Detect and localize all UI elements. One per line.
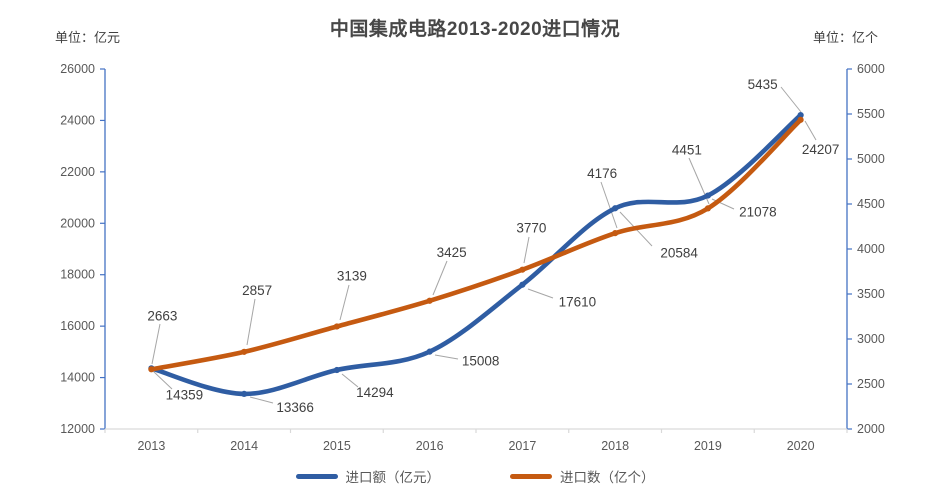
data-label: 2663 — [147, 308, 177, 323]
legend-item-import-value: 进口额（亿元） — [295, 466, 441, 486]
data-point-marker — [797, 116, 804, 123]
data-label-leader-line — [339, 284, 350, 321]
right-axis-tick-label: 2500 — [857, 377, 885, 391]
data-label: 20584 — [660, 245, 698, 260]
data-point-marker — [333, 366, 340, 374]
data-point-marker — [241, 390, 248, 397]
right-axis-tick-label: 5500 — [857, 107, 885, 121]
data-label-leader-line — [246, 298, 256, 346]
data-label: 14359 — [166, 387, 204, 402]
data-point-marker — [797, 112, 804, 119]
left-axis-tick-label: 12000 — [60, 422, 95, 436]
right-axis-tick-label: 5000 — [857, 152, 885, 166]
data-label: 24207 — [802, 142, 840, 157]
right-axis-tick-label: 3000 — [857, 332, 885, 346]
import-quantity-legend-swatch — [510, 473, 552, 479]
x-axis-category-label: 2018 — [601, 439, 629, 453]
x-axis-category-label: 2017 — [508, 439, 536, 453]
data-point-marker — [519, 266, 526, 273]
data-point-marker — [519, 281, 526, 288]
data-label: 4176 — [587, 166, 617, 181]
data-label: 17610 — [559, 295, 597, 310]
import-value-legend-swatch — [295, 473, 338, 479]
left-axis-tick-label: 26000 — [60, 62, 95, 76]
data-point-marker — [704, 192, 711, 199]
data-point-marker — [612, 205, 619, 212]
left-axis-tick-label: 18000 — [60, 268, 95, 282]
left-axis-tick-label: 20000 — [60, 216, 95, 230]
x-axis-category-label: 2015 — [323, 439, 351, 453]
right-axis-tick-label: 6000 — [857, 62, 885, 76]
x-axis-category-label: 2019 — [694, 439, 722, 453]
data-label: 3139 — [337, 268, 367, 283]
import-value-legend-label: 进口额（亿元） — [345, 470, 441, 485]
data-label: 15008 — [462, 354, 500, 369]
data-label: 2857 — [242, 283, 272, 298]
x-axis-category-label: 2013 — [137, 439, 165, 453]
chart-title: 中国集成电路2013-2020进口情况 — [329, 19, 621, 40]
data-point-marker — [704, 205, 711, 212]
left-axis-unit-label: 单位：亿元 — [55, 30, 121, 45]
data-label-leader-line — [152, 370, 173, 390]
data-label-leader-line — [804, 120, 817, 141]
left-axis-tick-label: 22000 — [60, 165, 95, 179]
data-point-marker — [241, 348, 248, 355]
data-label: 13366 — [276, 400, 314, 415]
legend-item-import-quantity: 进口数（亿个） — [510, 466, 655, 486]
data-label: 21078 — [739, 205, 777, 220]
data-point-marker — [426, 297, 433, 304]
left-axis-tick-label: 14000 — [60, 371, 95, 385]
data-point-marker — [426, 348, 433, 355]
import-quantity-line — [149, 117, 803, 372]
left-axis-tick-label: 24000 — [60, 113, 95, 127]
data-label-leader-line — [341, 373, 359, 388]
data-point-marker — [333, 323, 340, 330]
data-label-leader-line — [523, 236, 530, 264]
data-label-leader-line — [527, 288, 554, 299]
x-axis-category-label: 2020 — [787, 439, 815, 453]
x-axis-category-label: 2014 — [230, 439, 258, 453]
data-label-leader-line — [600, 181, 618, 229]
left-axis-tick-label: 16000 — [60, 319, 95, 333]
data-point-marker — [148, 366, 155, 373]
chart-legend: 进口额（亿元） 进口数（亿个） — [0, 466, 950, 486]
data-label-leader-line — [780, 86, 802, 113]
data-point-marker — [612, 230, 619, 237]
data-label-leader-line — [434, 354, 459, 360]
right-axis-tick-label: 2000 — [857, 422, 885, 436]
data-label: 3425 — [437, 245, 467, 260]
x-axis-category-label: 2016 — [416, 439, 444, 453]
right-axis-tick-label: 4500 — [857, 197, 885, 211]
data-label-leader-line — [151, 323, 161, 365]
data-label: 14294 — [356, 385, 394, 400]
data-label: 4451 — [672, 142, 702, 157]
import-quantity-legend-label: 进口数（亿个） — [560, 470, 655, 485]
data-label-leader-line — [249, 396, 274, 404]
data-label: 5435 — [748, 77, 778, 92]
data-label-leader-line — [432, 260, 448, 296]
data-label: 3770 — [516, 221, 546, 236]
right-axis-unit-label: 单位：亿个 — [813, 30, 879, 45]
right-axis-tick-label: 4000 — [857, 242, 885, 256]
right-axis-tick-label: 3500 — [857, 287, 885, 301]
